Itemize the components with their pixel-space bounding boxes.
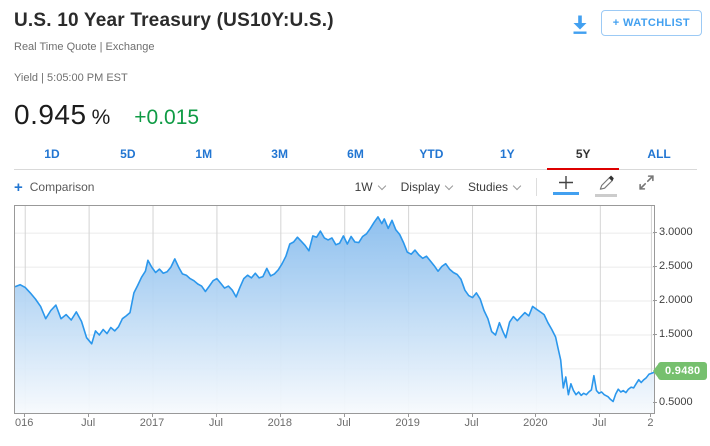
x-axis-tick bbox=[215, 413, 217, 417]
y-axis-tick bbox=[653, 232, 657, 234]
x-axis-tick bbox=[407, 413, 409, 417]
y-axis-tick bbox=[653, 266, 657, 268]
display-dropdown[interactable]: Display bbox=[400, 180, 454, 194]
price-unit: % bbox=[91, 106, 111, 129]
y-axis-label: 3.0000 bbox=[659, 226, 693, 239]
tool-underline bbox=[595, 194, 617, 197]
y-axis-label: 2.5000 bbox=[659, 260, 693, 273]
tool-underline bbox=[633, 193, 659, 196]
x-axis-tick bbox=[650, 413, 652, 417]
quote-meta: Yield | 5:05:00 PM EST bbox=[14, 72, 128, 84]
x-axis-label: Jul bbox=[592, 417, 607, 429]
y-axis-tick bbox=[653, 333, 657, 335]
chart-tools: 1W Display Studies bbox=[355, 173, 659, 201]
chevron-down-icon bbox=[444, 181, 454, 190]
comparison-button[interactable]: + Comparison bbox=[14, 180, 94, 195]
tab-all[interactable]: ALL bbox=[647, 147, 671, 161]
expand-icon bbox=[638, 175, 654, 190]
crosshair-icon bbox=[559, 176, 573, 189]
fullscreen-button[interactable] bbox=[633, 174, 659, 200]
x-axis-label: Jul bbox=[464, 417, 479, 429]
x-axis-label: 2018 bbox=[267, 417, 293, 429]
x-axis-label: 2017 bbox=[139, 417, 165, 429]
x-axis-tick bbox=[343, 413, 345, 417]
price-value: 0.945 bbox=[14, 99, 87, 130]
y-axis-label: 2.0000 bbox=[659, 294, 693, 307]
x-axis-label: 016 bbox=[15, 417, 34, 429]
x-axis-label: Jul bbox=[208, 417, 223, 429]
chart-toolbar: + Comparison 1W Display Studies bbox=[14, 174, 659, 200]
studies-label: Studies bbox=[467, 180, 508, 194]
x-axis-tick bbox=[599, 413, 601, 417]
tab-6m[interactable]: 6M bbox=[347, 147, 364, 161]
y-axis-tick bbox=[653, 300, 657, 302]
plus-icon: + bbox=[14, 178, 23, 196]
active-tool-underline bbox=[553, 192, 579, 195]
x-axis-label: 2020 bbox=[523, 417, 548, 429]
tab-1d[interactable]: 1D bbox=[44, 147, 60, 161]
toolbar-divider bbox=[536, 178, 537, 196]
x-axis-tick bbox=[279, 413, 281, 417]
x-axis-label: Jul bbox=[336, 417, 351, 429]
x-axis-label: Jul bbox=[81, 417, 96, 429]
header: U.S. 10 Year Treasury (US10Y:U.S.) + WAT… bbox=[14, 10, 702, 36]
x-axis-label: 2019 bbox=[395, 417, 420, 429]
x-axis-tick bbox=[471, 413, 473, 417]
x-axis-tick bbox=[88, 413, 90, 417]
badge-value: 0.9480 bbox=[658, 362, 708, 381]
pencil-icon bbox=[599, 175, 614, 190]
tab-3m[interactable]: 3M bbox=[271, 147, 288, 161]
y-axis-label: 1.5000 bbox=[659, 327, 693, 340]
header-actions: + WATCHLIST bbox=[569, 10, 702, 36]
last-price-badge: 0.9480 bbox=[653, 362, 708, 381]
display-label: Display bbox=[400, 180, 440, 194]
page-title: U.S. 10 Year Treasury (US10Y:U.S.) bbox=[14, 10, 334, 31]
watchlist-button[interactable]: + WATCHLIST bbox=[600, 10, 702, 36]
tab-1m[interactable]: 1M bbox=[195, 147, 213, 161]
price-chart[interactable] bbox=[14, 205, 655, 414]
interval-label: 1W bbox=[354, 180, 373, 194]
comparison-label: Comparison bbox=[29, 180, 95, 194]
range-tabs: 1D 5D 1M 3M 6M YTD 1Y 5Y ALL bbox=[14, 147, 697, 170]
x-axis-label: 2 bbox=[647, 417, 654, 429]
badge-arrow-icon bbox=[653, 363, 659, 380]
draw-tool-button[interactable] bbox=[595, 173, 617, 201]
x-axis-tick bbox=[24, 413, 26, 417]
price-change: +0.015 bbox=[134, 106, 200, 129]
chevron-down-icon bbox=[512, 181, 522, 190]
x-axis-tick bbox=[152, 413, 154, 417]
studies-dropdown[interactable]: Studies bbox=[467, 180, 522, 194]
download-icon[interactable] bbox=[569, 13, 591, 35]
tab-1y[interactable]: 1Y bbox=[499, 147, 515, 161]
price-row: 0.945 % +0.015 bbox=[14, 99, 199, 131]
quote-source: Real Time Quote | Exchange bbox=[14, 41, 155, 53]
y-axis-label: 0.5000 bbox=[659, 395, 693, 408]
crosshair-tool-button[interactable] bbox=[553, 175, 579, 199]
y-axis-tick bbox=[653, 401, 657, 403]
tab-5y[interactable]: 5Y bbox=[545, 147, 621, 170]
interval-dropdown[interactable]: 1W bbox=[354, 180, 386, 194]
tab-5d[interactable]: 5D bbox=[120, 147, 136, 161]
chevron-down-icon bbox=[377, 181, 386, 190]
x-axis-tick bbox=[535, 413, 537, 417]
tab-ytd[interactable]: YTD bbox=[419, 147, 444, 161]
